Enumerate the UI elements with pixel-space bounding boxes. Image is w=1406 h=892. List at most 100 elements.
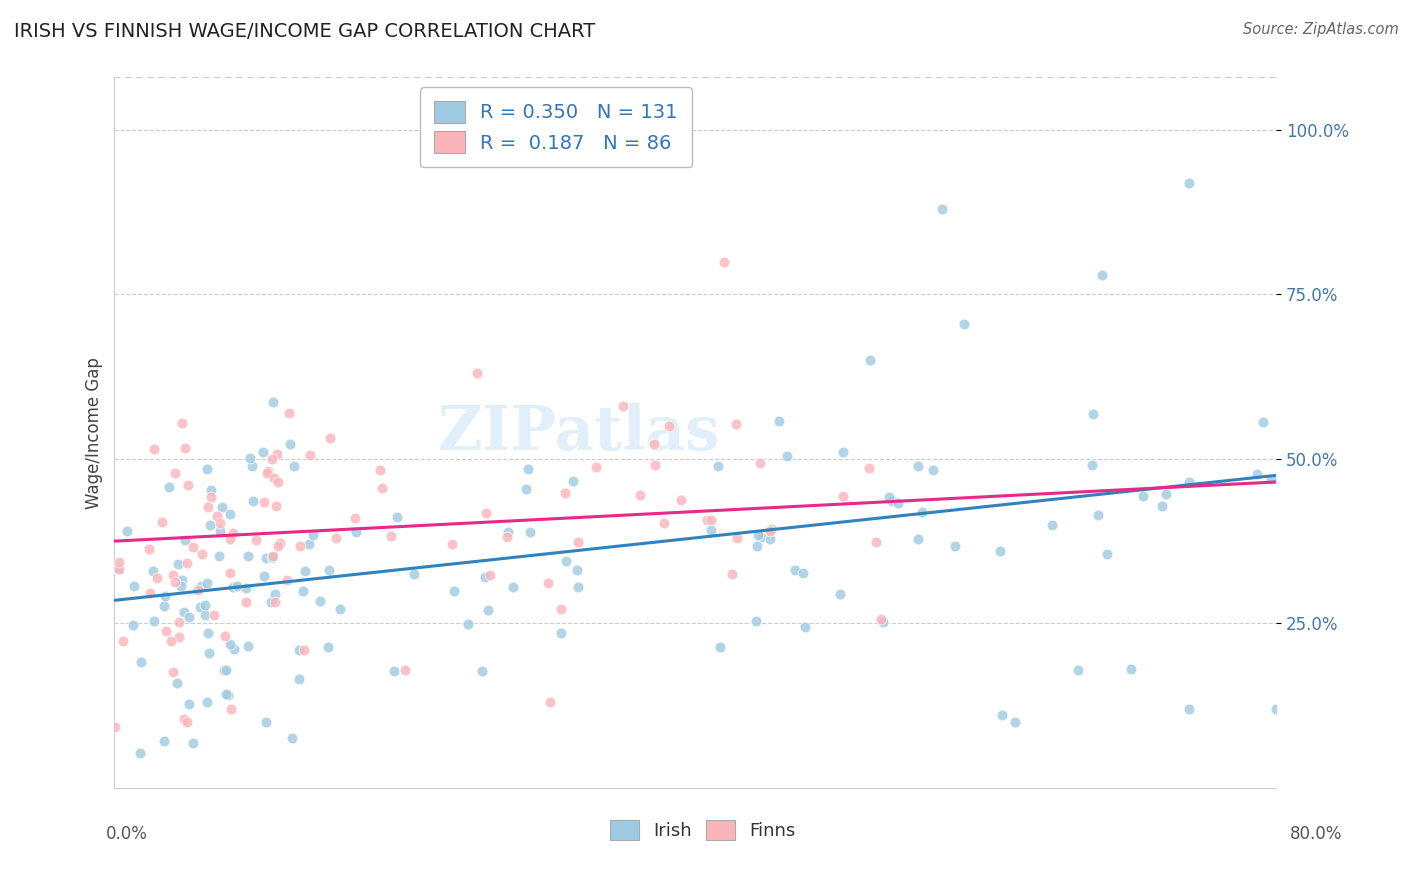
Point [302,528,325,542]
Point [696,513,718,527]
Point [794,620,817,634]
Point [138,542,160,557]
Point [218,566,240,581]
Point [292,584,315,599]
Point [208,549,231,563]
Point [278,437,301,451]
Point [263,595,285,609]
Point [195,695,218,709]
Point [550,625,572,640]
Point [309,594,332,608]
Point [195,575,218,590]
Point [143,614,166,628]
Point [832,444,855,458]
Point [254,550,277,565]
Point [724,417,747,431]
Point [166,675,188,690]
Point [112,633,135,648]
Point [644,458,666,472]
Point [479,568,502,582]
Point [658,418,681,433]
Point [195,461,218,475]
Point [172,416,194,430]
Point [749,456,772,470]
Point [538,695,561,709]
Point [160,633,183,648]
Point [209,516,232,530]
Point [747,528,769,542]
Point [440,537,463,551]
Point [187,583,209,598]
Point [858,461,880,475]
Point [1265,702,1288,716]
Point [1066,663,1088,677]
Point [202,607,225,622]
Point [1004,714,1026,729]
Point [628,488,651,502]
Point [443,583,465,598]
Point [477,603,499,617]
Point [266,447,288,461]
Point [155,624,177,639]
Point [554,485,576,500]
Point [707,458,730,473]
Point [775,450,797,464]
Point [260,451,283,466]
Point [281,731,304,745]
Point [200,490,222,504]
Point [745,614,768,628]
Point [108,562,131,576]
Point [519,524,541,539]
Point [145,570,167,584]
Point [907,458,929,473]
Point [515,482,537,496]
Text: Source: ZipAtlas.com: Source: ZipAtlas.com [1243,22,1399,37]
Point [1178,475,1201,490]
Point [550,602,572,616]
Point [387,510,409,524]
Point [745,539,768,553]
Text: 0.0%: 0.0% [105,825,148,843]
Point [245,533,267,547]
Point [129,655,152,669]
Point [267,539,290,553]
Point [612,400,634,414]
Point [214,687,236,701]
Point [269,536,291,550]
Point [495,530,517,544]
Point [1154,487,1177,501]
Point [177,609,200,624]
Point [318,563,340,577]
Point [198,646,221,660]
Point [188,599,211,614]
Point [128,747,150,761]
Point [219,507,242,521]
Point [1178,176,1201,190]
Point [176,714,198,729]
Point [252,445,274,459]
Point [652,516,675,531]
Point [1246,467,1268,481]
Point [260,549,283,564]
Point [758,524,780,538]
Point [107,562,129,576]
Point [1178,702,1201,716]
Text: IRISH VS FINNISH WAGE/INCOME GAP CORRELATION CHART: IRISH VS FINNISH WAGE/INCOME GAP CORRELA… [14,22,595,41]
Point [344,524,367,539]
Point [294,564,316,578]
Point [288,643,311,657]
Point [725,531,748,545]
Point [200,483,222,497]
Point [283,458,305,473]
Point [471,664,494,678]
Point [990,707,1012,722]
Point [343,511,366,525]
Point [952,317,974,331]
Point [474,570,496,584]
Point [165,466,187,480]
Point [260,595,283,609]
Point [1132,489,1154,503]
Point [516,461,538,475]
Point [142,442,165,456]
Point [165,575,187,590]
